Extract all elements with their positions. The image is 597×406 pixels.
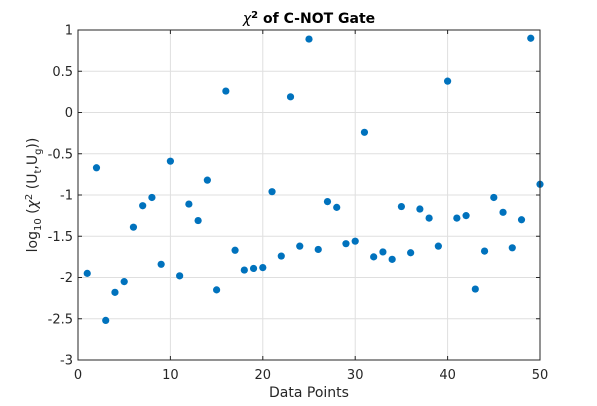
data-point [157,260,165,268]
data-point [268,188,276,196]
data-point [444,77,452,85]
y-tick-label: 0.5 [52,65,73,80]
data-point [360,128,369,136]
data-point [499,208,507,216]
data-point [462,212,470,220]
data-point [176,272,184,280]
data-point [148,193,156,202]
x-tick-label: 20 [255,368,272,383]
data-point [240,266,248,274]
x-tick-label: 40 [439,368,456,383]
data-point [83,269,91,277]
data-point [323,198,332,206]
data-point [111,288,119,296]
y-tick-label: -0.5 [48,147,73,162]
data-point [397,202,405,211]
data-point [194,216,202,225]
chart-title: χ2 of C-NOT Gate [242,10,375,27]
data-point [379,248,387,256]
axis-ticks: 0 10 20 30 40 50 -3 -2.5 -2 -1.5 -1 -0.5 0 0.5 1 [48,24,549,384]
data-point [471,285,479,293]
data-point [222,87,230,95]
data-point [416,205,424,213]
data-point [480,247,489,255]
data-point [102,316,110,324]
data-point [453,214,461,222]
data-point [213,286,221,294]
data-point [370,253,378,261]
data-point [185,200,193,208]
data-point [342,240,350,248]
data-point [231,246,239,254]
data-point [490,193,498,202]
data-point [120,278,128,286]
data-point [277,252,285,260]
data-point [508,244,516,252]
data-point [249,264,258,273]
y-axis-label: log10 (χ2 (Ut,Ug)) [24,138,44,253]
x-tick-label: 30 [347,368,364,383]
data-point [425,214,433,222]
x-tick-label: 10 [162,368,179,383]
data-point [527,34,535,42]
data-point [166,157,174,165]
data-point [434,242,442,250]
y-tick-label: 1 [65,24,73,39]
data-point [351,237,359,245]
data-point [286,93,295,101]
data-point [333,203,341,211]
data-point [388,255,396,263]
y-tick-label: -2.5 [48,312,73,327]
x-axis-label: Data Points [269,385,349,401]
data-point [517,216,526,224]
data-point [407,249,415,257]
x-tick-label: 0 [74,368,82,383]
data-point [203,176,211,184]
y-tick-label: -3 [60,354,73,369]
data-point [92,164,101,172]
y-tick-label: -1.5 [48,230,73,245]
y-tick-label: -1 [60,189,73,204]
y-tick-label: -2 [60,271,73,286]
data-point [305,35,313,43]
data-point [296,242,304,250]
y-tick-label: 0 [65,106,73,121]
data-point [259,264,267,272]
data-point [139,202,147,210]
data-point [129,223,138,231]
data-points [83,34,544,324]
x-tick-label: 50 [532,368,549,383]
data-point [314,245,322,254]
